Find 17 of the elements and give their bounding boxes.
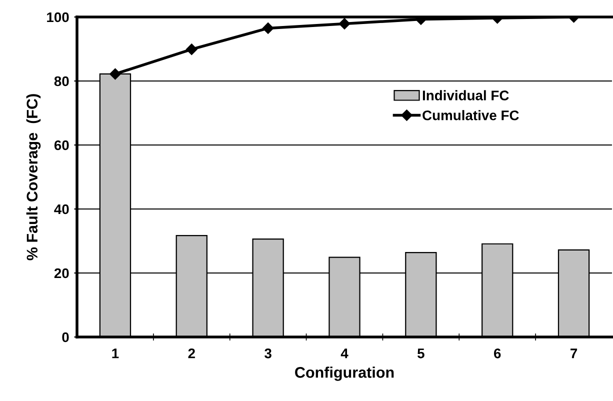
x-tick-label: 7 (570, 348, 578, 358)
x-tick-label: 1 (112, 348, 119, 358)
y-tick-label: 80 (54, 76, 69, 86)
y-tick-label: 20 (54, 268, 69, 278)
x-axis-title: Configuration (295, 366, 394, 381)
x-tick-label: 6 (494, 348, 501, 358)
y-axis-title: % Fault Coverage (FC) (26, 94, 41, 260)
y-tick-label: 40 (54, 204, 69, 214)
x-tick-label: 4 (340, 348, 348, 358)
legend-label: Cumulative FC (422, 110, 519, 120)
legend-label: Individual FC (422, 90, 509, 100)
y-tick-label: 60 (54, 140, 69, 150)
x-tick-label: 3 (264, 348, 272, 358)
x-tick-label: 2 (188, 348, 195, 358)
y-tick-label: 100 (47, 12, 69, 22)
x-tick-label: 5 (417, 348, 424, 358)
y-tick-label: 0 (62, 332, 69, 342)
